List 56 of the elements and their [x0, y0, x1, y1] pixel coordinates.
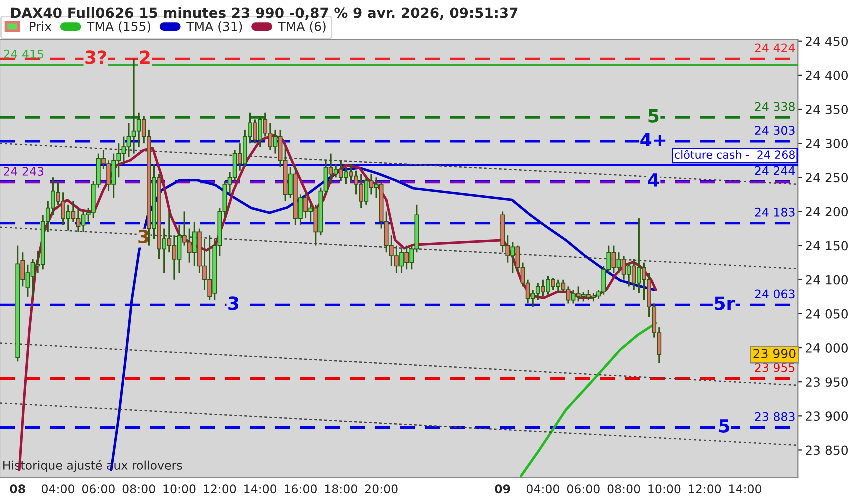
x-tick-label: 04:00 [526, 484, 560, 494]
x-tick-label: 08:00 [122, 484, 156, 494]
legend-label: Prix [30, 22, 52, 32]
annotation: 5r [715, 296, 736, 310]
y-tick-label: 24 200 [806, 207, 848, 217]
ref-line-label: 23 955 [755, 363, 795, 372]
y-tick-label: 24 400 [806, 70, 848, 80]
ref-line-label: clôture cash - 24 268 [675, 150, 795, 160]
x-tick-label: 09 [495, 484, 510, 494]
x-tick-label: 12:00 [204, 484, 236, 494]
x-tick-label: 06:00 [82, 484, 115, 494]
x-tick-label: 06:00 [567, 484, 600, 494]
chart-title: DAX40 Full0626 15 minutes 23 990 -0,87 % 9 avr. 2026, 09:51:37 [11, 8, 518, 20]
ref-line-label: 24 303 [755, 126, 795, 136]
annotation: 2 [140, 50, 150, 64]
annotation: 4+ [640, 133, 666, 147]
annotation: 5 [720, 420, 730, 433]
ref-line-label: 24 424 [755, 44, 796, 52]
x-tick-label: 04:00 [42, 484, 74, 494]
ref-line-label: 23 883 [755, 412, 795, 422]
legend-label: TMA (6) [278, 22, 326, 33]
ref-line-label: 24 243 [4, 167, 44, 176]
y-tick-label: 24 300 [806, 139, 848, 149]
y-tick-label: 24 450 [806, 36, 848, 46]
annotation: 3 [138, 230, 149, 244]
x-tick-label: 14:00 [244, 484, 277, 494]
x-tick-label: 20:00 [365, 484, 398, 494]
y-tick-label: 23 900 [806, 412, 848, 422]
ref-line-label: 24 063 [755, 290, 795, 299]
annotation: 23 990 [754, 349, 796, 358]
y-tick-label: 24 250 [806, 173, 848, 183]
y-tick-label: 23 850 [806, 446, 848, 456]
legend-label: TMA (155) [87, 22, 151, 33]
x-tick-label: 18:00 [325, 484, 358, 494]
ref-line-label: 24 183 [755, 208, 795, 217]
x-tick-label: 08 [10, 484, 26, 494]
x-tick-label: 10:00 [164, 484, 196, 494]
x-tick-label: 16:00 [285, 484, 317, 494]
y-tick-label: 24 350 [806, 104, 848, 114]
annotation: 3 [228, 296, 239, 310]
x-tick-label: 12:00 [689, 484, 722, 494]
legend-label: TMA (31) [186, 22, 242, 33]
ref-line-label: 24 338 [755, 102, 795, 112]
annotation: 3? [86, 50, 106, 64]
y-tick-label: 24 150 [806, 241, 848, 251]
annotation: 4 [648, 174, 660, 187]
y-tick-label: 24 100 [806, 275, 848, 285]
y-tick-label: 24 050 [806, 309, 848, 319]
x-tick-label: 10:00 [648, 484, 681, 494]
x-tick-label: 14:00 [730, 484, 762, 494]
y-tick-label: 24 000 [806, 343, 848, 353]
y-tick-label: 23 950 [806, 378, 848, 388]
x-tick-label: 08:00 [608, 484, 640, 494]
ref-line-label: 24 415 [4, 50, 44, 59]
ref-line-label: 24 244 [755, 166, 796, 176]
annotation: 5 [648, 110, 659, 123]
